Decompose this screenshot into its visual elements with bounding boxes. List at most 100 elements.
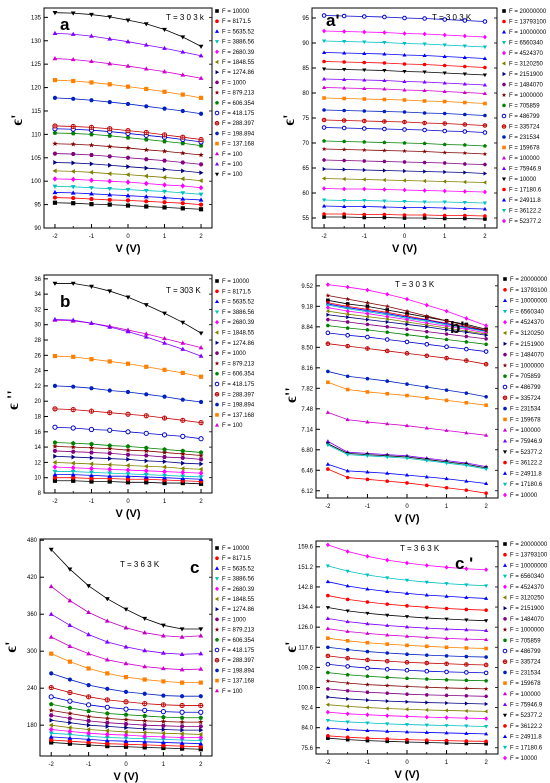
data-point <box>442 80 447 85</box>
legend-entry: F = 4524370 <box>510 585 545 591</box>
y-tick-label: 30 <box>34 323 41 329</box>
data-point <box>424 625 429 630</box>
data-point <box>89 12 94 18</box>
data-point <box>104 597 110 602</box>
data-point <box>70 123 76 130</box>
series-8 <box>48 713 204 729</box>
data-point <box>321 176 326 181</box>
data-point <box>424 714 429 720</box>
data-point <box>442 54 447 58</box>
data-point <box>180 727 185 733</box>
x-tick-label: 1 <box>163 234 167 240</box>
x-tick-label: 2 <box>199 234 203 240</box>
series-7 <box>49 717 204 733</box>
data-point <box>89 161 94 167</box>
legend-entry: F = 8171.5 <box>222 556 252 562</box>
panel-label: c <box>190 558 199 577</box>
data-point <box>161 148 168 154</box>
data-point <box>70 185 76 190</box>
data-point <box>52 195 58 200</box>
legend-marker <box>502 745 508 750</box>
data-point <box>402 200 407 204</box>
series-line <box>54 58 202 79</box>
data-point <box>462 33 467 39</box>
data-point <box>162 455 167 460</box>
data-point <box>105 671 110 676</box>
data-point <box>107 462 112 468</box>
data-point <box>424 302 429 308</box>
data-point <box>482 162 487 167</box>
data-point <box>385 455 390 460</box>
data-point <box>142 677 147 682</box>
data-point <box>424 320 429 326</box>
data-point <box>424 474 429 479</box>
data-point <box>52 11 58 16</box>
series-17 <box>321 67 488 78</box>
series-10 <box>325 323 489 346</box>
legend-swatch <box>502 574 508 579</box>
data-point <box>365 390 370 394</box>
legend-swatch <box>501 41 507 45</box>
data-point <box>48 707 54 713</box>
data-point <box>89 131 94 137</box>
data-point <box>52 424 58 430</box>
series-15 <box>321 85 488 95</box>
data-point <box>125 480 131 485</box>
legend-marker <box>215 678 219 683</box>
legend-swatch <box>503 755 507 761</box>
series-13 <box>52 383 204 405</box>
legend-marker <box>214 566 220 570</box>
data-point <box>484 337 489 341</box>
data-point <box>365 419 370 424</box>
data-point <box>342 60 346 64</box>
data-point <box>444 388 449 392</box>
legend-marker <box>502 648 508 654</box>
data-point <box>52 383 58 389</box>
data-point <box>444 715 449 720</box>
data-point <box>404 684 410 689</box>
x-tick-label: -2 <box>52 499 58 505</box>
legend-swatch <box>214 40 220 44</box>
legend-entry: F = 486799 <box>510 649 541 655</box>
data-point <box>345 655 350 661</box>
data-point <box>48 611 54 616</box>
data-point <box>143 468 149 474</box>
data-point <box>442 216 447 221</box>
data-point <box>464 391 469 395</box>
data-point <box>345 638 350 643</box>
y-tick-label: 65 <box>302 166 309 172</box>
data-point <box>365 712 370 718</box>
data-point <box>86 718 91 723</box>
data-point <box>422 213 427 217</box>
data-point <box>462 162 467 166</box>
data-point <box>464 618 469 623</box>
series-1 <box>326 736 488 746</box>
data-point <box>179 738 185 743</box>
legend-entry: F = 24911.8 <box>510 471 542 477</box>
data-point <box>88 408 95 414</box>
legend-marker <box>502 482 508 487</box>
data-point <box>142 648 148 653</box>
data-point <box>385 602 390 606</box>
y-tick-label: 180 <box>27 723 38 729</box>
data-point <box>52 30 58 35</box>
series-line <box>54 355 202 378</box>
data-point <box>88 461 94 467</box>
data-point <box>424 335 429 339</box>
data-point <box>365 553 370 559</box>
data-point <box>70 281 76 286</box>
data-point <box>52 130 58 135</box>
data-point <box>362 68 367 73</box>
data-point <box>123 644 129 649</box>
legend-swatch <box>502 19 506 24</box>
data-point <box>52 472 58 477</box>
y-tick-label: 360 <box>27 612 38 618</box>
data-point <box>382 159 387 164</box>
legend-entry: F = 2151900 <box>509 72 544 78</box>
legend-marker <box>503 584 507 590</box>
legend-swatch <box>502 595 507 600</box>
x-axis-label: V (V) <box>394 513 419 525</box>
data-point <box>444 308 449 314</box>
data-point <box>180 370 185 376</box>
